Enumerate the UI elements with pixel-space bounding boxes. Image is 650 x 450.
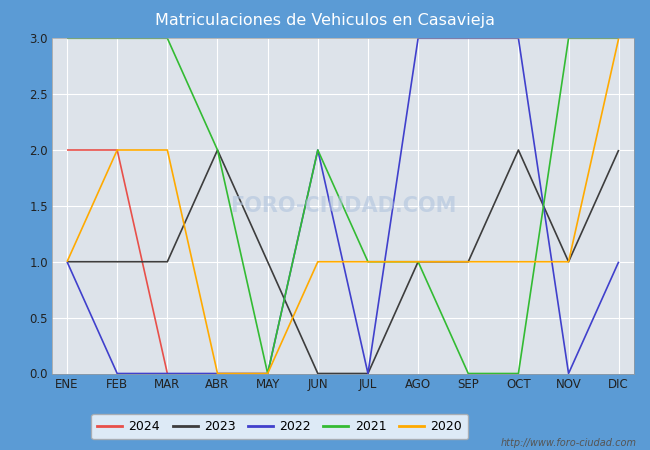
Text: FORO-CIUDAD.COM: FORO-CIUDAD.COM: [229, 196, 456, 216]
Legend: 2024, 2023, 2022, 2021, 2020: 2024, 2023, 2022, 2021, 2020: [91, 414, 468, 439]
Text: http://www.foro-ciudad.com: http://www.foro-ciudad.com: [501, 438, 637, 448]
Text: Matriculaciones de Vehiculos en Casavieja: Matriculaciones de Vehiculos en Casaviej…: [155, 13, 495, 28]
